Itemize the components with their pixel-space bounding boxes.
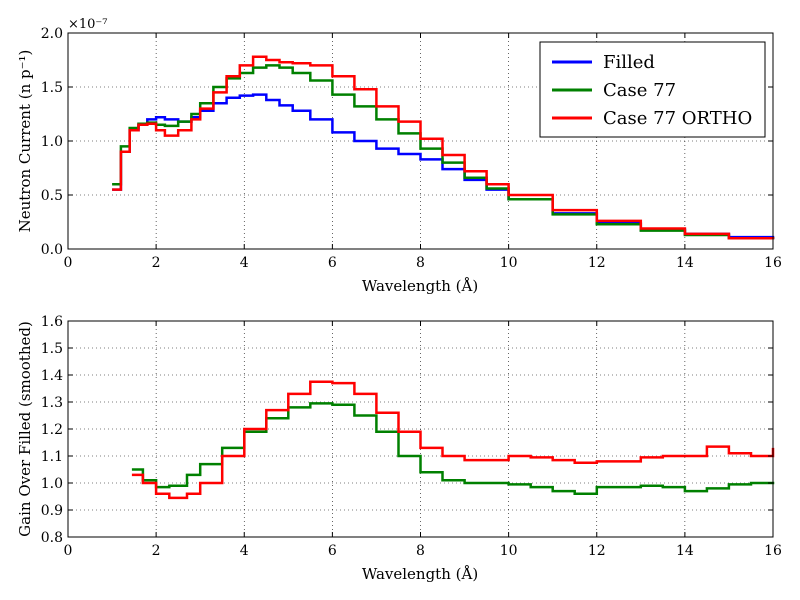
series-line-case-77-ortho	[112, 55, 775, 240]
gain-series-group	[131, 380, 775, 500]
x-tick-label: 14	[676, 255, 694, 271]
gain-panel: 0 2 4 6 8 10 12 14 16 0.8 0.9 1.0 1.1 1.2 1.3 1.4 1.5 1.6…	[16, 314, 782, 583]
y-tick-label: 0.5	[41, 188, 63, 204]
y-tick-label: 1.3	[41, 395, 63, 411]
legend-label-case-77-ortho: Case 77 ORTHO	[603, 108, 752, 129]
y-tick-label: 0.0	[41, 242, 63, 258]
x-tick-label: 0	[64, 543, 73, 559]
y-tick-label: 1.5	[41, 80, 63, 96]
x-tick-label: 12	[588, 255, 606, 271]
x-axis-label: Wavelength (Å)	[362, 277, 478, 295]
x-tick-label: 10	[500, 543, 518, 559]
y-tick-label: 2.0	[41, 26, 63, 42]
x-tick-label: 4	[240, 255, 249, 271]
y-tick-label: 1.5	[41, 341, 63, 357]
x-tick-label: 12	[588, 543, 606, 559]
series-line-case-77	[131, 402, 775, 496]
x-tick-label: 16	[764, 543, 782, 559]
x-tick-label: 2	[152, 255, 161, 271]
neutron-current-series-group	[112, 55, 775, 240]
gain-ticks: 0 2 4 6 8 10 12 14 16 0.8 0.9 1.0 1.1 1.2 1.3 1.4 1.5 1.6	[41, 314, 782, 559]
y-tick-label: 1.4	[41, 368, 63, 384]
y-exponent-label: ×10⁻⁷	[68, 17, 108, 32]
legend-label-filled: Filled	[603, 52, 655, 73]
y-tick-label: 0.8	[41, 530, 63, 546]
y-axis-label: Neutron Current (n p⁻¹)	[16, 50, 34, 233]
y-tick-label: 1.0	[41, 134, 63, 150]
x-tick-label: 4	[240, 543, 249, 559]
x-tick-label: 16	[764, 255, 782, 271]
x-tick-label: 10	[500, 255, 518, 271]
series-line-case-77-ortho	[131, 380, 775, 500]
x-tick-label: 14	[676, 543, 694, 559]
y-tick-label: 1.6	[41, 314, 63, 330]
y-axis-label: Gain Over Filled (smoothed)	[16, 321, 34, 537]
x-tick-label: 2	[152, 543, 161, 559]
y-tick-label: 1.0	[41, 476, 63, 492]
y-tick-label: 0.9	[41, 503, 63, 519]
y-tick-label: 1.1	[41, 449, 63, 465]
x-axis-label: Wavelength (Å)	[362, 565, 478, 583]
neutron-current-ticks: 0 2 4 6 8 10 12 14 16 0.0 0.5 1.0 1.5 2.0	[41, 26, 782, 271]
neutron-current-panel: 0 2 4 6 8 10 12 14 16 0.0 0.5 1.0 1.5 2.0 ×10⁻⁷ Wavel…	[16, 17, 782, 295]
x-tick-label: 6	[328, 543, 337, 559]
x-tick-label: 8	[416, 255, 425, 271]
legend: Filled Case 77 Case 77 ORTHO	[539, 41, 766, 138]
x-tick-label: 6	[328, 255, 337, 271]
legend-label-case-77: Case 77	[603, 80, 676, 101]
y-tick-label: 1.2	[41, 422, 63, 438]
x-tick-label: 8	[416, 543, 425, 559]
x-tick-label: 0	[64, 255, 73, 271]
